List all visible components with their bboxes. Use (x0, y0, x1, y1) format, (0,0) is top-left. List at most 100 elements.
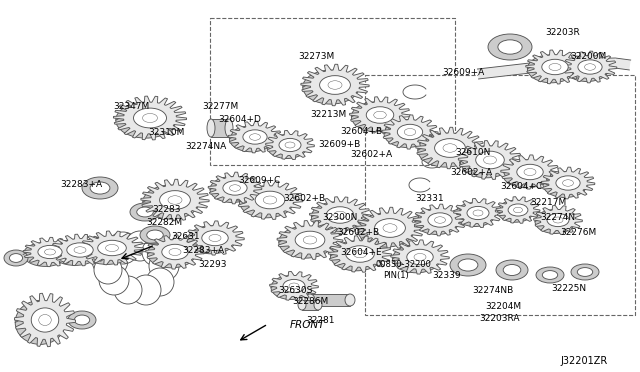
Ellipse shape (563, 180, 573, 186)
Polygon shape (328, 236, 392, 272)
Ellipse shape (502, 160, 550, 188)
Ellipse shape (536, 267, 564, 283)
Ellipse shape (547, 214, 569, 227)
Ellipse shape (392, 245, 440, 273)
Bar (302, 300, 318, 310)
Ellipse shape (418, 133, 474, 167)
Ellipse shape (407, 249, 433, 265)
Text: 32630S: 32630S (278, 286, 312, 295)
Ellipse shape (553, 217, 563, 223)
Ellipse shape (202, 230, 228, 246)
Text: 32602+B: 32602+B (337, 228, 379, 237)
Ellipse shape (225, 119, 233, 137)
Ellipse shape (67, 243, 93, 257)
Ellipse shape (271, 276, 311, 299)
Ellipse shape (345, 294, 355, 306)
Text: 32339: 32339 (432, 271, 461, 280)
Text: 32602+B: 32602+B (283, 194, 325, 203)
Ellipse shape (295, 231, 325, 249)
Polygon shape (382, 115, 438, 149)
Text: 32225N: 32225N (551, 284, 586, 293)
Ellipse shape (162, 244, 188, 260)
Ellipse shape (279, 138, 301, 152)
Ellipse shape (289, 283, 299, 289)
Ellipse shape (467, 206, 489, 219)
Circle shape (125, 231, 155, 261)
Text: 32200M: 32200M (570, 52, 606, 61)
Ellipse shape (210, 176, 254, 202)
Text: 32631: 32631 (171, 232, 200, 241)
Polygon shape (496, 197, 540, 223)
Ellipse shape (279, 226, 333, 258)
Text: 32276M: 32276M (560, 228, 596, 237)
Polygon shape (349, 97, 410, 133)
Ellipse shape (473, 210, 483, 216)
Ellipse shape (366, 107, 394, 123)
Ellipse shape (542, 59, 568, 75)
Circle shape (114, 276, 142, 304)
Ellipse shape (303, 70, 359, 104)
Ellipse shape (584, 64, 595, 70)
Polygon shape (228, 121, 282, 153)
Polygon shape (614, 58, 630, 70)
Ellipse shape (483, 156, 497, 164)
Polygon shape (477, 63, 531, 79)
Ellipse shape (328, 81, 342, 89)
Ellipse shape (435, 217, 445, 223)
Ellipse shape (460, 146, 513, 178)
Polygon shape (51, 234, 109, 266)
Bar (211, 119, 229, 137)
Ellipse shape (319, 76, 351, 94)
Ellipse shape (283, 279, 305, 293)
Ellipse shape (305, 294, 315, 306)
Polygon shape (23, 237, 77, 267)
Ellipse shape (312, 202, 362, 232)
Bar (365, 75, 635, 315)
Ellipse shape (255, 191, 285, 209)
Ellipse shape (303, 236, 317, 244)
Bar (310, 294, 350, 306)
Text: 32203R: 32203R (545, 28, 580, 37)
Ellipse shape (15, 301, 65, 344)
Text: 32609+B: 32609+B (318, 140, 360, 149)
Text: 32217M: 32217M (530, 198, 566, 207)
Text: 32602+A: 32602+A (450, 168, 492, 177)
Ellipse shape (496, 260, 528, 280)
Text: 32609+C: 32609+C (238, 176, 280, 185)
Ellipse shape (230, 185, 241, 191)
Ellipse shape (443, 144, 457, 152)
Ellipse shape (143, 185, 199, 219)
Polygon shape (390, 240, 449, 274)
Ellipse shape (39, 314, 51, 326)
Ellipse shape (404, 128, 416, 135)
Text: 32604+B: 32604+B (340, 127, 382, 136)
Polygon shape (113, 96, 187, 140)
Ellipse shape (82, 177, 118, 199)
Text: 32347M: 32347M (113, 102, 149, 111)
Ellipse shape (31, 308, 59, 332)
Polygon shape (140, 242, 168, 252)
Ellipse shape (508, 204, 528, 216)
Polygon shape (534, 205, 582, 235)
Ellipse shape (38, 246, 62, 259)
Ellipse shape (450, 254, 486, 276)
Polygon shape (277, 221, 343, 259)
Ellipse shape (137, 207, 153, 217)
Ellipse shape (455, 202, 495, 227)
Circle shape (92, 242, 128, 278)
Text: 32203RA: 32203RA (479, 314, 520, 323)
Ellipse shape (314, 300, 322, 310)
Text: 32610N: 32610N (455, 148, 490, 157)
Polygon shape (416, 127, 484, 169)
Text: 32604+C: 32604+C (500, 182, 542, 191)
Circle shape (99, 265, 129, 295)
Text: 32604+E: 32604+E (340, 248, 381, 257)
Ellipse shape (229, 126, 273, 152)
Text: 32609+A: 32609+A (442, 68, 484, 77)
Ellipse shape (498, 40, 522, 54)
Ellipse shape (130, 203, 160, 221)
Circle shape (142, 238, 170, 266)
Ellipse shape (116, 102, 176, 138)
Ellipse shape (549, 64, 561, 71)
Polygon shape (208, 172, 262, 204)
